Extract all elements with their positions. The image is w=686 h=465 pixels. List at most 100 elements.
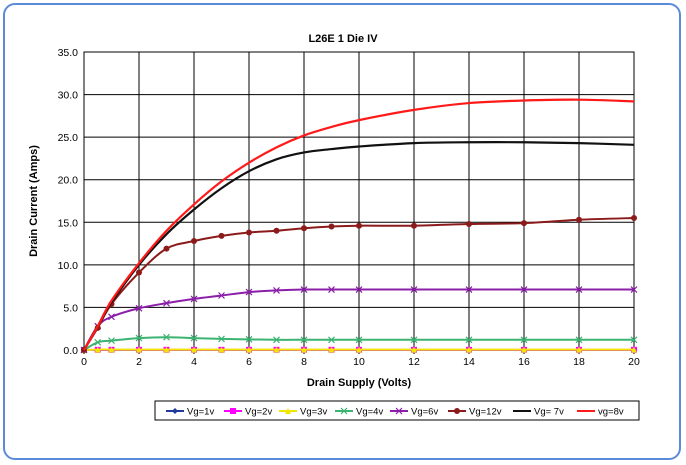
series-vg6v-point <box>630 286 638 293</box>
series-vg3v-point <box>576 346 582 353</box>
series-vg3v-point <box>218 346 225 353</box>
x-tick-label: 10 <box>353 356 365 368</box>
x-axis-ticks: 0 2 4 6 8 10 12 14 16 18 20 <box>81 356 640 368</box>
series-vg3v-point <box>466 346 472 353</box>
y-axis-ticks: 0.0 5.0 10.0 15.0 20.0 25.0 30.0 35.0 <box>58 47 79 357</box>
series-vg3v-point <box>94 346 101 353</box>
legend-item-vg3v: Vg=3v <box>279 407 327 418</box>
legend-label: Vg=3v <box>300 407 327 418</box>
series-vg8v-line <box>83 98 635 351</box>
legend: Vg=1v Vg=2v Vg=3v Vg=4v Vg=6v Vg=12v Vg= 7v vg=… <box>166 407 624 418</box>
legend-marker <box>340 407 348 415</box>
y-tick-label: 25.0 <box>58 132 79 144</box>
series-vg4v-point <box>218 335 225 343</box>
series-vg4v <box>80 333 638 354</box>
legend-label: Vg=6v <box>411 407 438 418</box>
y-axis-title: Drain Current (Amps) <box>28 145 40 257</box>
series-vg4v-point <box>465 336 473 344</box>
series-vg12v-point <box>218 232 225 239</box>
series-vg12v-point <box>163 245 170 252</box>
y-tick-label: 15.0 <box>58 217 79 229</box>
x-tick-label: 8 <box>301 356 307 368</box>
series-vg6v-point <box>520 286 528 293</box>
x-tick-label: 0 <box>81 356 87 368</box>
gridlines <box>83 51 635 354</box>
series-vg3v-point <box>328 346 335 353</box>
series-vg6v-point <box>273 286 280 294</box>
legend-label: Vg= 7v <box>534 407 564 418</box>
series-vg6v-point <box>410 286 418 293</box>
series-vg12v-point <box>191 238 197 245</box>
legend-item-vg6v: Vg=6v <box>390 407 438 418</box>
series-vg12v-point <box>521 220 527 227</box>
x-tick-label: 6 <box>246 356 252 368</box>
chart-title: L26E 1 Die IV <box>308 33 378 45</box>
legend-item-vg12v: Vg=12v <box>448 407 502 418</box>
series-vg12v-point <box>328 223 335 230</box>
series-vg3v-point <box>108 346 115 353</box>
series-vg4v-point <box>520 336 528 344</box>
series-vg3v-point <box>631 346 637 353</box>
series-vg3v-point <box>521 346 527 353</box>
series-vg3v-point <box>163 346 170 353</box>
series-vg4v-point <box>245 335 253 343</box>
series-vg4v-point <box>135 334 143 342</box>
series-vg6v-point <box>575 286 583 293</box>
legend-item-vg1v: Vg=1v <box>166 407 214 418</box>
series-vg12v-point <box>576 216 582 223</box>
legend-item-vg7v: Vg= 7v <box>513 407 564 418</box>
series-vg4v-point <box>94 338 102 346</box>
series-vg12v <box>81 215 637 353</box>
series-vg12v-point <box>356 222 362 229</box>
series-vg3v-point <box>246 346 252 353</box>
legend-item-vg8v: vg=8v <box>577 407 624 418</box>
x-tick-label: 16 <box>518 356 530 368</box>
y-tick-label: 20.0 <box>58 175 79 187</box>
legend-label: vg=8v <box>598 407 624 418</box>
series-vg6v-point <box>190 295 198 303</box>
series-vg3v-point <box>411 346 417 353</box>
y-tick-label: 10.0 <box>58 260 79 272</box>
series-vg12v-point <box>273 227 280 234</box>
legend-marker <box>395 407 403 415</box>
legend-label: Vg=1v <box>187 407 214 418</box>
series-vg6v-point <box>300 286 308 293</box>
legend-label: Vg=2v <box>245 407 272 418</box>
y-tick-label: 0.0 <box>63 345 78 357</box>
series-vg6v-point <box>328 286 335 293</box>
legend-marker <box>230 408 236 414</box>
x-axis-title: Drain Supply (Volts) <box>307 377 412 389</box>
series-vg12v-point <box>136 269 142 276</box>
legend-marker <box>285 408 291 414</box>
series-vg12v-point <box>301 225 307 232</box>
series-vg4v-point <box>163 333 170 341</box>
legend-label: Vg=4v <box>356 407 383 418</box>
y-tick-label: 5.0 <box>63 302 78 314</box>
series-vg6v-point <box>218 292 225 299</box>
series-vg4v-point <box>300 336 308 344</box>
series-vg4v-point <box>328 336 335 344</box>
series-vg4v-point <box>273 336 280 344</box>
x-tick-label: 20 <box>628 356 640 368</box>
series-vg6v-point <box>163 299 170 307</box>
series-vg6v-point <box>245 288 253 296</box>
x-tick-label: 18 <box>573 356 585 368</box>
series-vg4v-point <box>575 336 583 344</box>
series-vg6v-point <box>108 313 115 321</box>
x-tick-label: 12 <box>408 356 420 368</box>
series-vg3v-point <box>301 346 307 353</box>
series-vg12v-point <box>246 229 252 236</box>
y-tick-label: 35.0 <box>58 47 79 59</box>
legend-marker <box>454 408 460 414</box>
legend-item-vg4v: Vg=4v <box>335 407 383 418</box>
series-vg4v-point <box>355 336 363 344</box>
x-tick-label: 14 <box>463 356 475 368</box>
series-vg3v-point <box>356 346 362 353</box>
legend-item-vg2v: Vg=2v <box>224 407 272 418</box>
series-vg6v-point <box>135 304 143 312</box>
x-tick-label: 2 <box>136 356 142 368</box>
legend-label: Vg=12v <box>469 407 502 418</box>
series-vg3v-point <box>136 346 142 353</box>
series-vg12v-point <box>631 215 637 222</box>
